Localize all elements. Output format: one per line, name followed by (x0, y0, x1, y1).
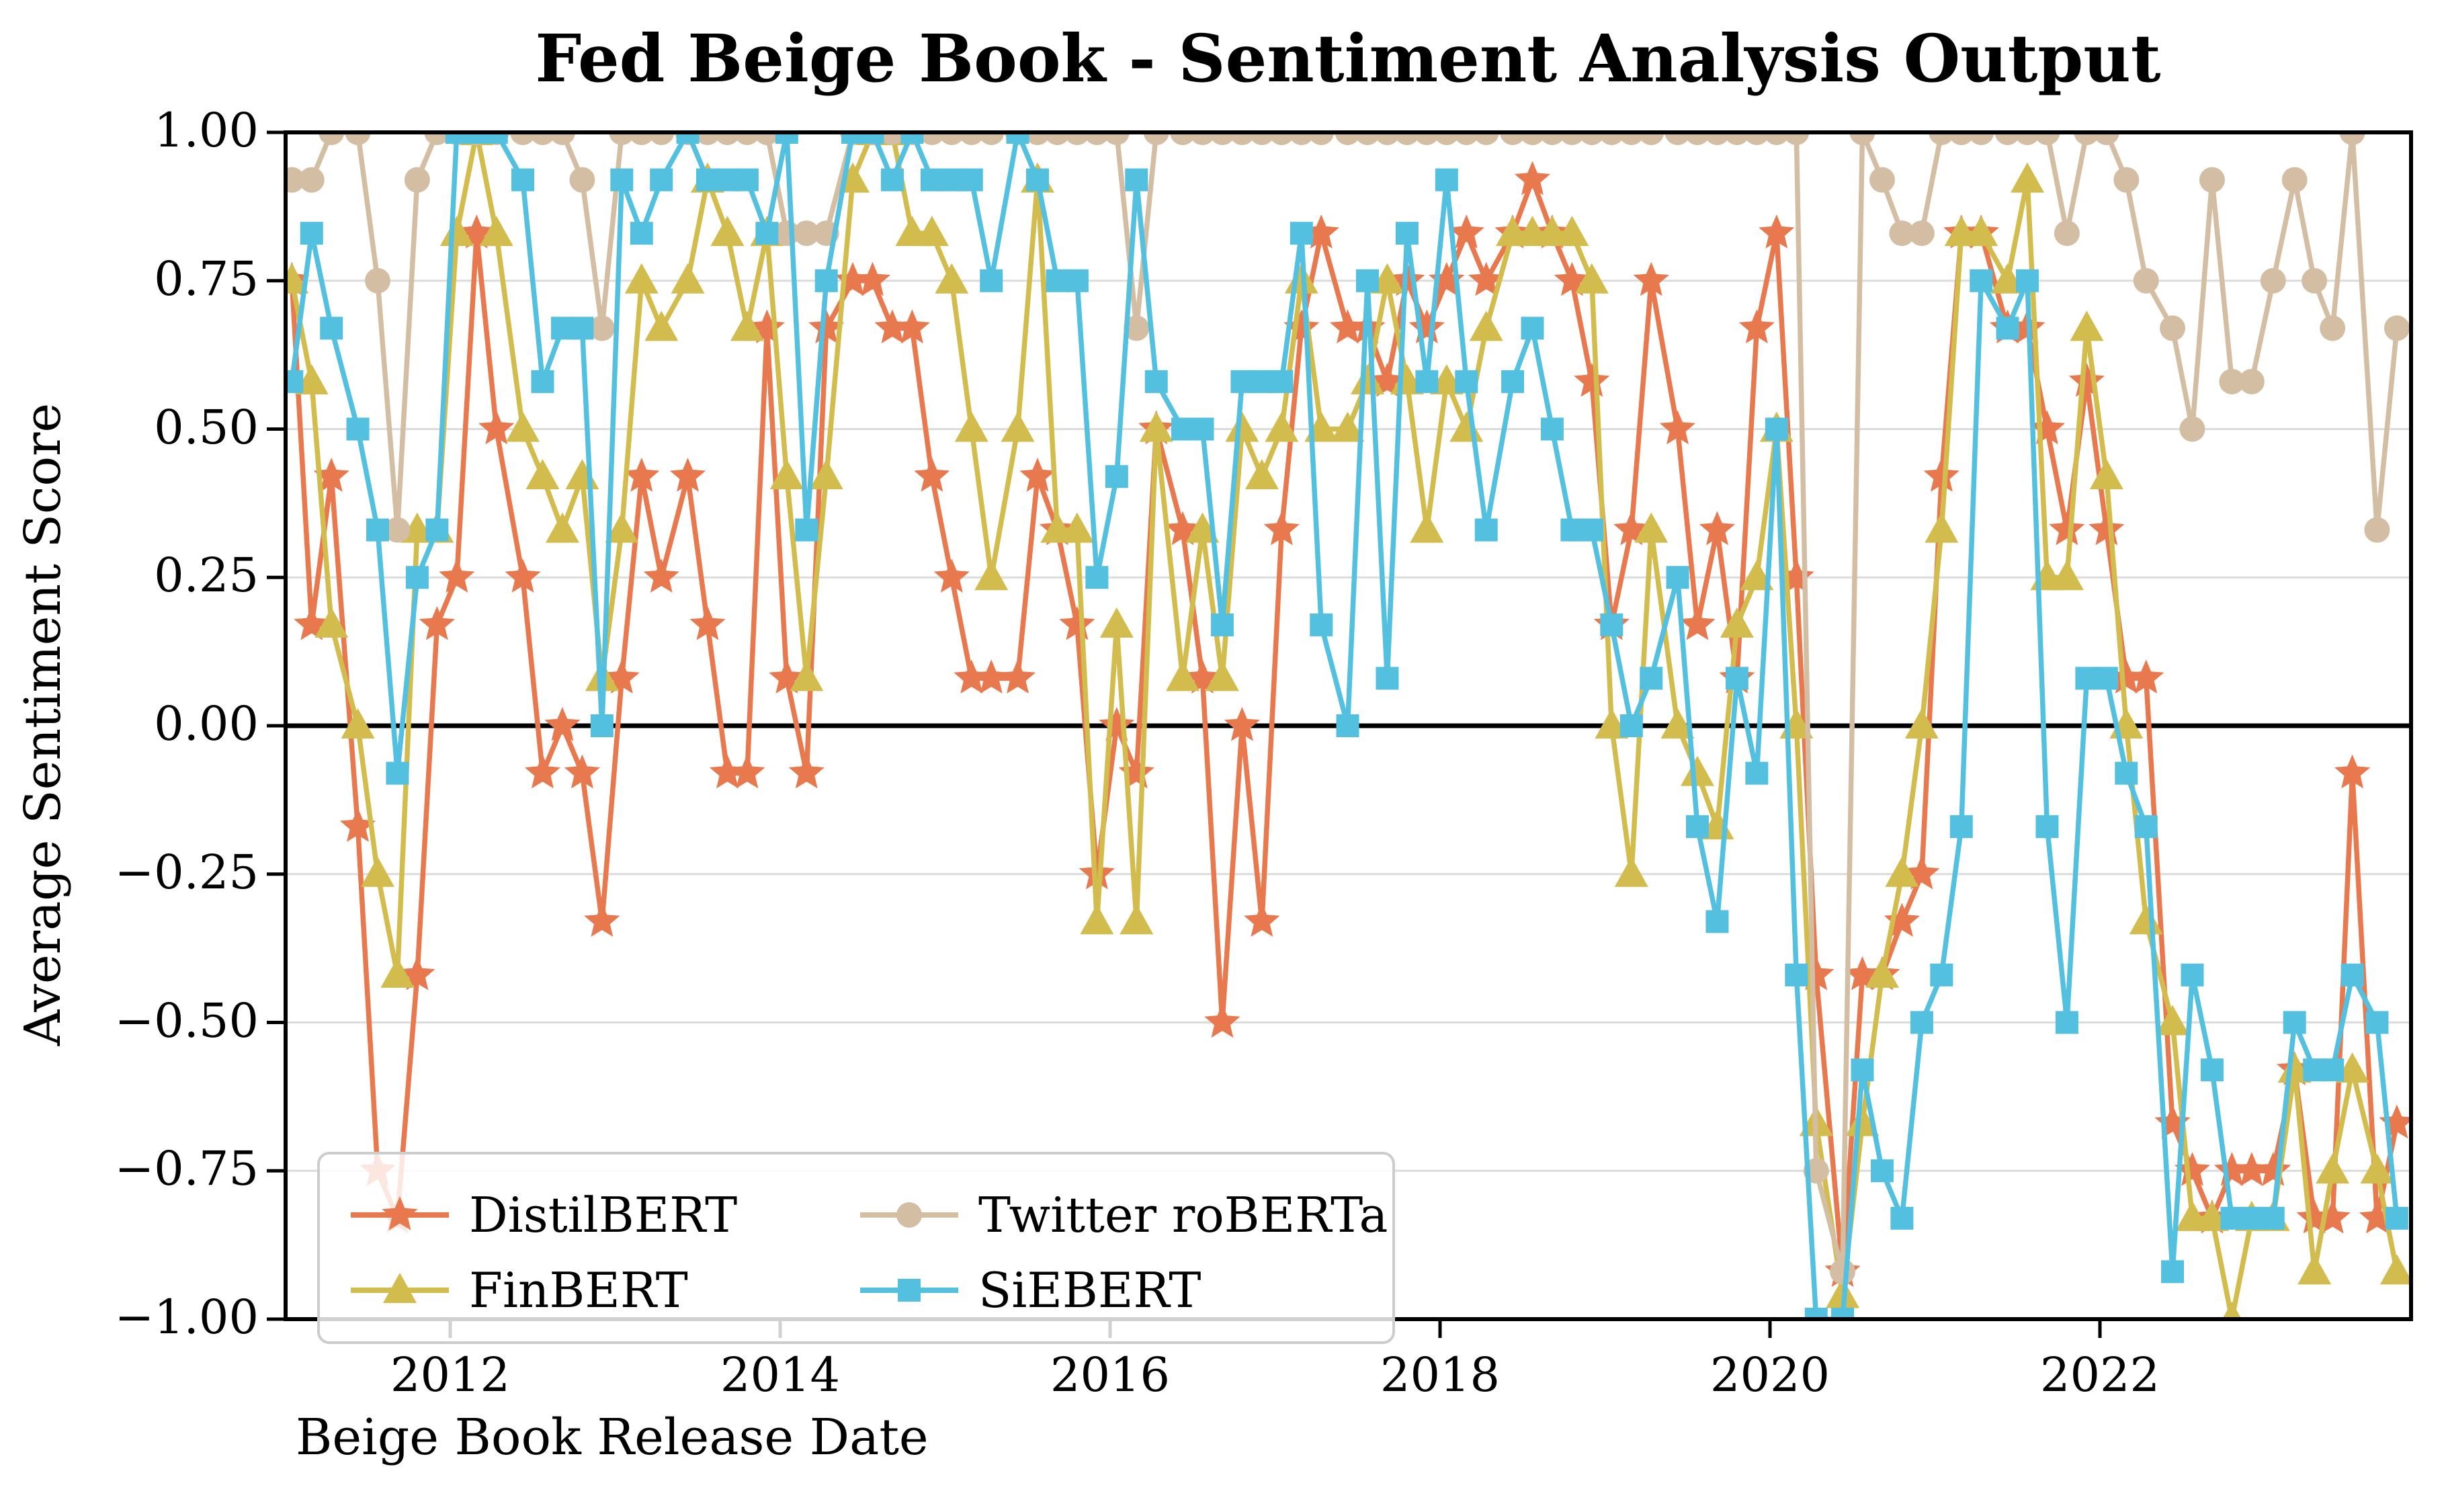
y-tick-1.00: 1.00 (154, 103, 259, 158)
legend-label-finbert: FinBERT (469, 1262, 688, 1318)
x-tick-2016: 2016 (1050, 1347, 1171, 1402)
x-tick-2012: 2012 (390, 1347, 511, 1402)
legend-item-distilbert: DistilBERT (349, 1187, 859, 1243)
legend-item-twitter-roberta: Twitter roBERTa (859, 1187, 1388, 1243)
legend-label-distilbert: DistilBERT (469, 1187, 738, 1243)
y-tick-−0.75: −0.75 (114, 1141, 259, 1197)
twitter-roberta-line-circle-icon (860, 1202, 958, 1228)
x-tick-2018: 2018 (1380, 1347, 1501, 1402)
y-tick-0.50: 0.50 (154, 399, 259, 455)
legend-item-siebert: SiEBERT (859, 1262, 1368, 1318)
x-tick-2014: 2014 (720, 1347, 841, 1402)
x-tick-2020: 2020 (1710, 1347, 1830, 1402)
y-tick-−0.25: −0.25 (114, 844, 259, 900)
chart-title: Fed Beige Book - Sentiment Analysis Outp… (535, 20, 2161, 97)
y-tick-0.75: 0.75 (154, 251, 259, 306)
x-tick-2022: 2022 (2039, 1347, 2160, 1402)
series-siebert (286, 132, 2408, 1319)
series-finbert (286, 132, 2411, 1319)
legend-item-finbert: FinBERT (349, 1262, 859, 1318)
finbert-line-triangle-icon (351, 1273, 449, 1303)
y-tick-0.25: 0.25 (154, 548, 259, 603)
y-tick-−1.00: −1.00 (114, 1290, 259, 1345)
y-tick-−0.50: −0.50 (114, 993, 259, 1048)
legend-label-twitter-roberta: Twitter roBERTa (978, 1187, 1388, 1243)
x-axis-label: Beige Book Release Date (296, 1409, 929, 1466)
y-tick-0.00: 0.00 (154, 696, 259, 751)
siebert-line-square-icon (860, 1279, 958, 1302)
distilbert-line-star-icon (351, 1196, 449, 1230)
series-distilbert (286, 161, 2411, 1287)
legend: DistilBERT Twitter roBERTa FinBERT SiEBE… (317, 1152, 1395, 1344)
legend-label-siebert: SiEBERT (978, 1262, 1201, 1318)
